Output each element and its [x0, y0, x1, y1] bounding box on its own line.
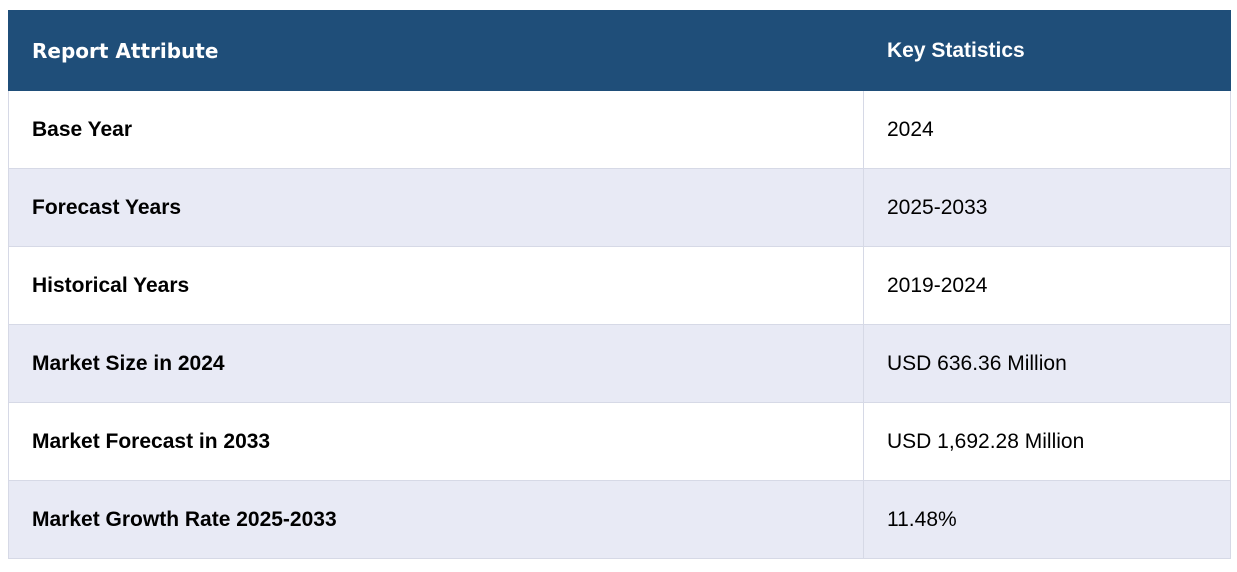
row-attribute-label: Base Year — [8, 90, 864, 169]
row-attribute-value: 11.48% — [863, 480, 1231, 559]
row-attribute-label: Market Size in 2024 — [8, 324, 864, 403]
table-row-historical-years: Historical Years 2019-2024 — [8, 246, 1231, 325]
row-attribute-value: USD 1,692.28 Million — [863, 402, 1231, 481]
table-header: Report Attribute Key Statistics — [8, 10, 1231, 91]
row-attribute-label: Forecast Years — [8, 168, 864, 247]
row-attribute-value: 2024 — [863, 90, 1231, 169]
column-header-key-statistics: Key Statistics — [863, 10, 1231, 91]
table-row-base-year: Base Year 2024 — [8, 90, 1231, 169]
table-row-market-growth-rate: Market Growth Rate 2025-2033 11.48% — [8, 480, 1231, 559]
table-row-market-size: Market Size in 2024 USD 636.36 Million — [8, 324, 1231, 403]
row-attribute-label: Historical Years — [8, 246, 864, 325]
row-attribute-value: 2019-2024 — [863, 246, 1231, 325]
table-body: Base Year 2024 Forecast Years 2025-2033 … — [8, 90, 1231, 559]
column-header-report-attribute: Report Attribute — [8, 10, 864, 91]
report-stats-table: Report Attribute Key Statistics Base Yea… — [8, 10, 1231, 559]
row-attribute-label: Market Growth Rate 2025-2033 — [8, 480, 864, 559]
report-stats-table-container: Report Attribute Key Statistics Base Yea… — [8, 10, 1231, 559]
table-header-row: Report Attribute Key Statistics — [8, 10, 1231, 91]
row-attribute-value: 2025-2033 — [863, 168, 1231, 247]
row-attribute-value: USD 636.36 Million — [863, 324, 1231, 403]
table-row-market-forecast: Market Forecast in 2033 USD 1,692.28 Mil… — [8, 402, 1231, 481]
table-row-forecast-years: Forecast Years 2025-2033 — [8, 168, 1231, 247]
row-attribute-label: Market Forecast in 2033 — [8, 402, 864, 481]
